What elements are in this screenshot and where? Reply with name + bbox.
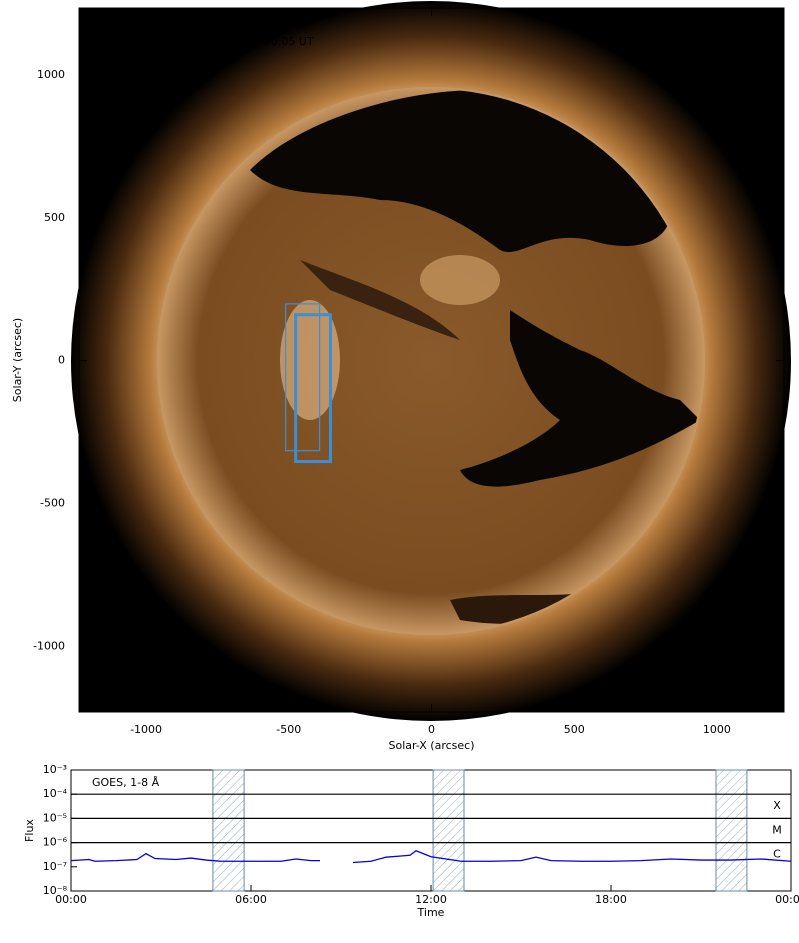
x-tick-label: 18:00	[595, 893, 627, 906]
y-tick-label: 10⁻⁷	[43, 860, 67, 873]
flare-class-label: X	[773, 799, 781, 812]
x-tick-label: 00:00	[775, 893, 799, 906]
legend-label: GOES, 1-8 Å	[92, 776, 160, 789]
x-tick-label: -500	[276, 723, 301, 736]
x-axis-label: Solar-X (arcsec)	[389, 739, 475, 752]
flux-line	[70, 850, 792, 864]
region-box	[294, 313, 332, 464]
time-interval	[432, 769, 465, 892]
time-interval	[212, 769, 245, 892]
goes-axes: XMC00:0006:0012:0018:0000:0010⁻⁸10⁻⁷10⁻⁶…	[23, 763, 799, 919]
y-tick-label: -500	[40, 497, 65, 510]
flare-class-label: C	[773, 848, 781, 861]
flare-class-label: M	[772, 823, 782, 836]
region-box	[285, 303, 321, 452]
time-interval	[715, 769, 748, 892]
axes-frame	[70, 769, 792, 892]
x-tick-label: 12:00	[415, 893, 447, 906]
y-tick-label: 10⁻⁴	[43, 787, 68, 800]
x-tick-label: 00:00	[55, 893, 87, 906]
x-tick-label: 06:00	[235, 893, 267, 906]
y-tick-label: -1000	[33, 639, 65, 652]
y-tick-label: 10⁻³	[43, 763, 67, 776]
x-axis-label: Time	[417, 906, 445, 919]
y-tick-label: 10⁻⁸	[43, 884, 68, 897]
y-axis-label: Flux	[23, 819, 36, 842]
x-tick-label: 500	[564, 723, 585, 736]
y-tick-label: 10⁻⁵	[43, 811, 67, 824]
image-title: AIA 0193, 1-Oct-2016, 12:00:05 UT	[120, 35, 314, 48]
y-axis-label: Solar-Y (arcsec)	[11, 318, 24, 402]
y-tick-label: 500	[44, 211, 65, 224]
y-tick-label: 0	[58, 354, 65, 367]
x-tick-label: -1000	[130, 723, 162, 736]
y-tick-label: 10⁻⁶	[43, 836, 68, 849]
y-tick-label: 1000	[37, 68, 65, 81]
x-tick-label: 1000	[703, 723, 731, 736]
x-tick-label: 0	[428, 723, 435, 736]
solar-image-axes: -1000 -500 0 500 1000 -1000 -500 0 500 1000 AIA 01…	[11, 1, 791, 752]
